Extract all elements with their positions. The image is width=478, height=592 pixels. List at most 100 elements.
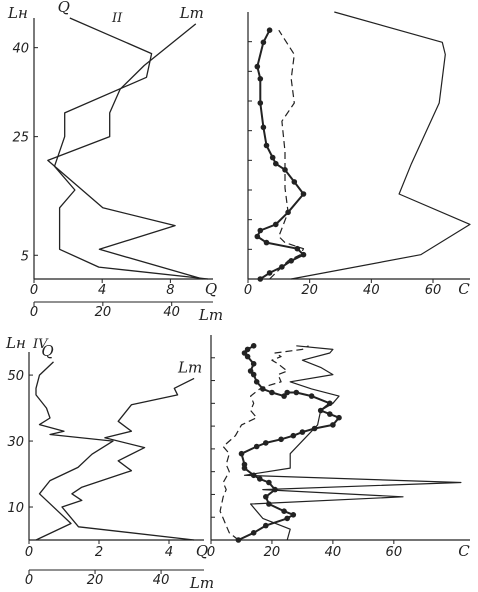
- series-q-line: [53, 17, 208, 280]
- data-point: [266, 27, 273, 33]
- data-point: [327, 411, 333, 417]
- y-axis-label: Lн: [7, 4, 28, 22]
- x-tick-label: 0: [25, 545, 33, 560]
- data-point: [300, 191, 307, 197]
- y-tick-label: 30: [7, 435, 24, 450]
- data-point: [294, 245, 301, 252]
- x-axis-name: Q: [205, 280, 217, 298]
- x-axis-name: C: [458, 280, 470, 298]
- data-point: [291, 179, 298, 185]
- x-tick-label: 60: [386, 545, 403, 560]
- data-point: [257, 100, 264, 106]
- x-tick-label: 0: [25, 573, 33, 588]
- series-layer: [47, 17, 208, 280]
- data-point: [244, 346, 251, 353]
- series-label: Q: [58, 0, 70, 16]
- x-tick-label: 0: [30, 305, 38, 320]
- data-point: [266, 270, 273, 276]
- data-point: [273, 221, 279, 228]
- x-tick-label: 40: [363, 283, 380, 298]
- data-point: [330, 422, 336, 428]
- panel-label: II: [111, 11, 123, 26]
- series-l-line: [47, 23, 203, 280]
- x-tick-label: 40: [325, 545, 342, 560]
- data-point: [266, 501, 272, 507]
- series-dotted-line: [237, 344, 340, 541]
- series-dashed-line: [219, 345, 309, 541]
- data-point: [269, 154, 276, 161]
- data-point: [247, 368, 254, 374]
- series-solid-line: [243, 345, 462, 541]
- data-point: [238, 450, 245, 457]
- data-point: [263, 142, 270, 149]
- panel-label: IV: [32, 337, 49, 352]
- data-point: [269, 389, 275, 396]
- data-point: [293, 389, 300, 396]
- x-tick-label: 20: [87, 573, 104, 588]
- x-tick-label: 20: [301, 283, 318, 298]
- series-l-line: [61, 377, 195, 541]
- x-tick-label: 40: [163, 305, 180, 320]
- x-axis-name: Lт: [198, 306, 223, 324]
- data-point: [273, 160, 279, 167]
- data-point: [253, 443, 260, 450]
- data-point: [263, 494, 269, 500]
- data-point: [241, 461, 248, 468]
- data-point: [257, 227, 264, 234]
- data-point: [254, 233, 261, 240]
- data-point: [250, 530, 257, 536]
- data-point: [299, 429, 306, 435]
- series-layer: [254, 11, 471, 282]
- y-tick-label: 25: [12, 131, 29, 146]
- series-label: Lт: [177, 358, 202, 376]
- series-solid-line: [291, 11, 471, 280]
- y-tick-label: 50: [7, 369, 24, 384]
- data-point: [254, 63, 261, 70]
- data-point: [278, 436, 284, 443]
- x-tick-label: 0: [207, 545, 215, 560]
- x-tick-label: 20: [264, 545, 281, 560]
- y-axis-label: Lн: [5, 334, 26, 352]
- y-tick-label: 40: [12, 42, 29, 57]
- data-point: [260, 124, 267, 131]
- x-tick-label: 2: [95, 545, 103, 560]
- data-point: [263, 239, 270, 246]
- data-point: [257, 276, 264, 282]
- x-tick-label: 0: [244, 283, 252, 298]
- series-layer: [219, 343, 462, 543]
- series-q-line: [35, 361, 114, 541]
- data-point: [336, 414, 342, 421]
- series-layer: [35, 361, 195, 541]
- data-point: [257, 76, 264, 82]
- data-point: [281, 508, 287, 514]
- panel-ii-right: 0 20 40 60 C: [244, 11, 471, 298]
- x-tick-label: 20: [95, 305, 112, 320]
- x-tick-label: 4: [98, 283, 106, 298]
- data-point: [253, 379, 260, 385]
- data-point: [266, 479, 272, 486]
- x-axis-name: Q: [196, 542, 208, 560]
- series-label: Lт: [179, 4, 204, 22]
- x-axis-name: C: [458, 542, 470, 560]
- data-point: [281, 393, 287, 399]
- series-dashed-line: [269, 29, 305, 280]
- data-point: [257, 476, 263, 482]
- x-tick-label: 40: [153, 573, 170, 588]
- data-point: [300, 251, 307, 258]
- data-point: [308, 393, 315, 399]
- x-tick-label: 8: [166, 283, 174, 298]
- x-tick-label: 0: [30, 283, 38, 298]
- series-label: Q: [41, 342, 53, 360]
- data-point: [290, 512, 297, 518]
- data-point: [250, 343, 257, 349]
- y-tick-label: 10: [7, 501, 24, 516]
- data-point: [284, 515, 291, 522]
- data-point: [263, 522, 269, 529]
- x-tick-label: 4: [165, 545, 173, 560]
- data-point: [260, 39, 267, 46]
- y-tick-label: 5: [21, 249, 29, 264]
- x-axis-name: Lт: [189, 574, 214, 592]
- x-tick-label: 60: [425, 283, 442, 298]
